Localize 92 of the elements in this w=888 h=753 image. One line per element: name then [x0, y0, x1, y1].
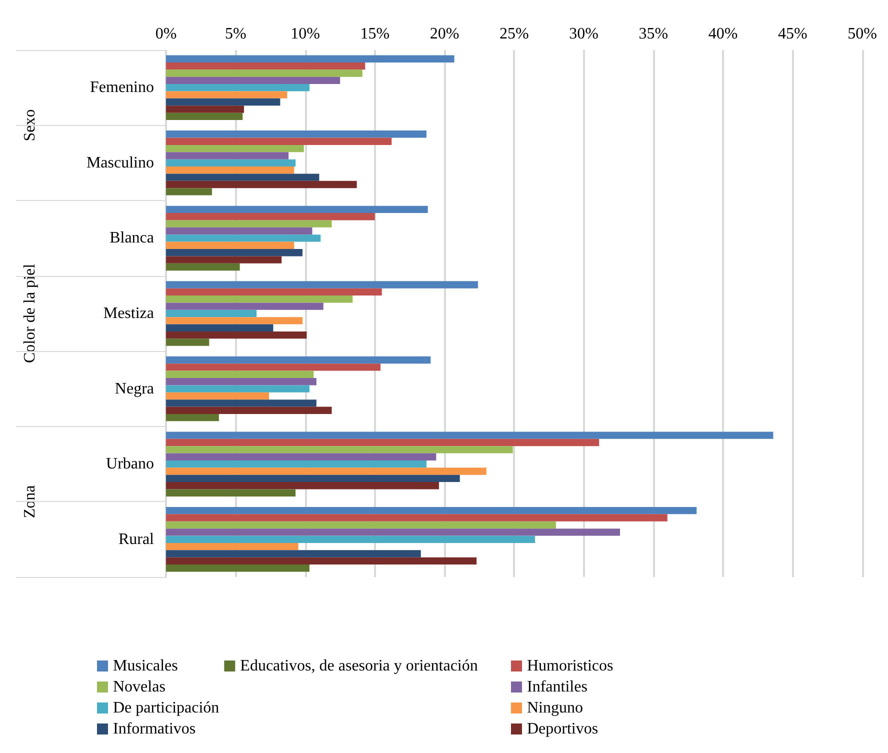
bar: [166, 130, 426, 138]
bar: [166, 249, 302, 256]
x-tick-label: 40%: [708, 26, 738, 42]
bar: [166, 112, 243, 120]
legend-label: De participación: [113, 700, 220, 716]
bar: [166, 514, 668, 522]
bar: [166, 385, 310, 392]
bar: [166, 159, 296, 167]
y-tick-label: Negra: [114, 380, 154, 398]
bar: [166, 152, 289, 160]
legend-label: Deportivos: [527, 720, 598, 738]
x-tick-label: 35%: [638, 26, 668, 42]
bar: [166, 310, 257, 318]
x-tick-label: 30%: [569, 26, 598, 42]
bar: [166, 506, 697, 514]
bar: [166, 392, 270, 400]
bar: [166, 281, 478, 288]
bar: [166, 166, 294, 174]
bar: [166, 364, 380, 371]
bar: [166, 564, 310, 572]
bar: [166, 460, 426, 468]
bar: [166, 220, 332, 228]
bar: [166, 482, 439, 490]
bar: [166, 106, 244, 113]
bar: [166, 550, 421, 558]
bar: [166, 84, 310, 92]
bar: [166, 76, 340, 84]
x-tick-label: 0%: [155, 26, 177, 42]
bar: [166, 489, 296, 496]
legend-label: Infantiles: [527, 678, 588, 696]
bar: [166, 432, 774, 439]
y-tick-label: Mestiza: [103, 305, 154, 322]
legend-label: Educativos, de asesoria y orientación: [240, 658, 478, 674]
bar: [166, 62, 366, 70]
bar: [166, 438, 600, 446]
bar: [166, 174, 320, 181]
bar: [166, 542, 298, 550]
bar: [166, 356, 431, 364]
bar: [166, 453, 436, 460]
bar: [166, 446, 513, 454]
bar: [166, 70, 362, 77]
bar: [166, 536, 536, 543]
bar: [166, 557, 477, 565]
bar: [166, 324, 274, 332]
bar: [166, 331, 307, 339]
bar: [166, 188, 212, 196]
bar: [166, 213, 375, 220]
x-tick-label: 20%: [430, 26, 460, 42]
bar: [166, 296, 353, 303]
y-tick-label: Blanca: [110, 230, 154, 247]
text: Sexo: [22, 109, 38, 142]
legend-label: Humoristicos: [527, 658, 614, 674]
bar: [166, 378, 316, 386]
text: Color de la piel: [22, 263, 38, 364]
bar: [166, 288, 382, 296]
x-tick-label: 25%: [500, 26, 529, 42]
x-tick-label: 15%: [360, 26, 390, 42]
bar: [166, 227, 312, 235]
bar: [166, 138, 392, 145]
bar: [166, 55, 454, 62]
x-tick-label: 45%: [778, 26, 808, 42]
bar: [166, 317, 302, 324]
y-tick-label: Rural: [118, 530, 155, 548]
y-tick-label: Masculino: [86, 154, 154, 172]
legend-label: Informativos: [113, 720, 196, 738]
bar: [166, 256, 282, 264]
bar: [166, 414, 219, 422]
bar: [166, 98, 280, 106]
y-tick-label: Femenino: [90, 79, 154, 96]
legend-label: Musicales: [113, 658, 178, 674]
bar: [166, 370, 314, 378]
bar: [166, 263, 240, 271]
legend-label: Ninguno: [527, 700, 583, 716]
bar: [166, 400, 316, 407]
bar: [166, 521, 556, 529]
bar: [166, 468, 486, 475]
bar: [166, 91, 288, 98]
bar: [166, 302, 324, 310]
bar: [166, 206, 428, 214]
bar: [166, 406, 332, 414]
x-tick-label: 10%: [290, 26, 320, 42]
bar: [166, 338, 210, 346]
bar: [166, 528, 620, 536]
bar: [166, 242, 294, 250]
bar: [166, 180, 357, 188]
bar: [166, 144, 304, 152]
legend-label: Novelas: [113, 678, 166, 696]
bar: [166, 474, 460, 482]
x-tick-label: 5%: [224, 26, 246, 42]
bar: [166, 234, 321, 242]
y-tick-label: Urbano: [106, 456, 154, 473]
x-tick-label: 50%: [848, 26, 877, 42]
